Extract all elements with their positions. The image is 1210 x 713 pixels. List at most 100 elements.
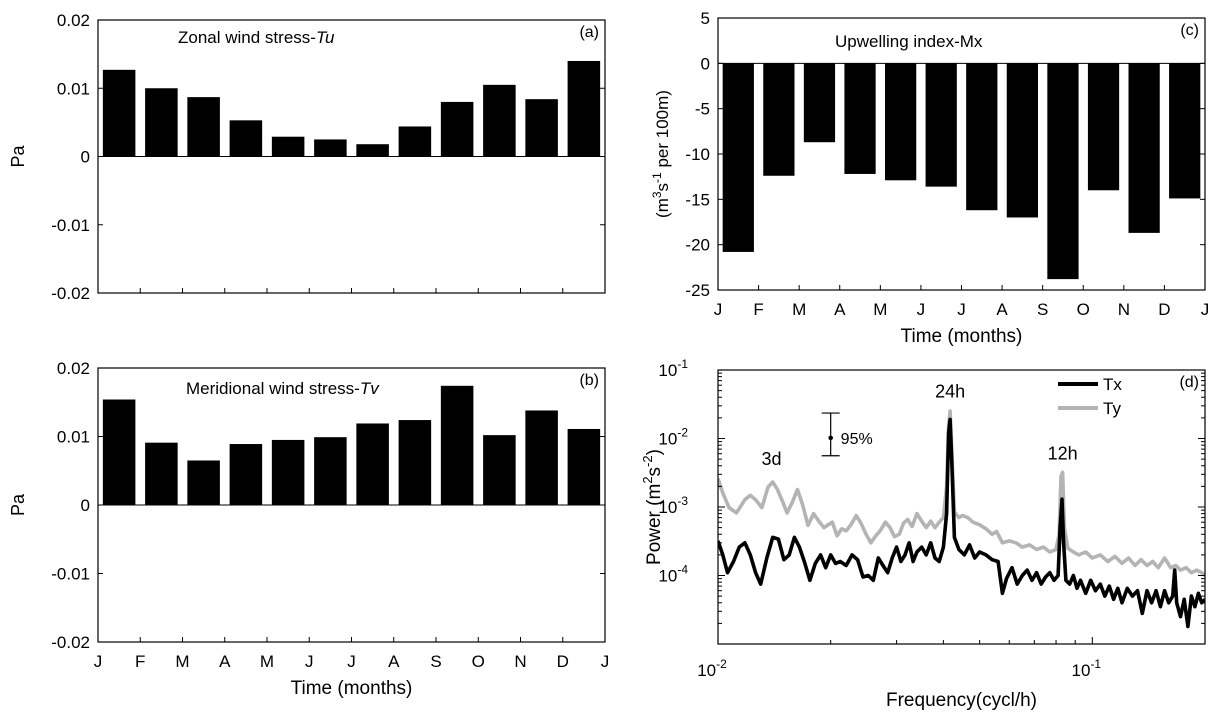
x-tick-label: A (834, 300, 846, 319)
x-tick-label: A (219, 652, 231, 671)
x-tick-label: J (1201, 300, 1210, 319)
panel-a: -0.02 -0.01 0 0.01 0.02 Zonal wind stress-Tu (… (8, 11, 606, 303)
bar-A (398, 420, 432, 505)
x-tick-label: J (917, 300, 926, 319)
y-label-part: s (653, 183, 672, 192)
x-tick-label: D (1158, 300, 1170, 319)
bar-J (925, 63, 957, 187)
panel-c: -25 -20 -15 -10 -5 0 5 J F M A M J J A S O N D J Upwelling i… (650, 9, 1209, 347)
x-tick-label: J (601, 652, 610, 671)
y-tick-label: 10-3 (658, 494, 688, 517)
y-tick-label: -0.01 (51, 216, 90, 235)
y-label-part: per 100m) (653, 90, 672, 172)
panel-tag: (c) (1180, 22, 1199, 39)
tick-base: 10 (658, 430, 677, 449)
tick-exp: -2 (716, 657, 727, 671)
tick-base: 10 (697, 661, 716, 680)
bar-D (567, 428, 601, 505)
confidence-label: 95% (841, 431, 873, 448)
y-tick-label: -5 (695, 100, 710, 119)
bar-S (440, 101, 474, 157)
y-label-part: Power (m (644, 484, 665, 565)
y-tick-label: 0 (701, 54, 710, 73)
bar-J (102, 69, 136, 157)
bar-M (271, 136, 305, 157)
x-tick-label: 10-2 (697, 657, 727, 680)
tick-base: 10 (1072, 661, 1091, 680)
panel-tag: (b) (579, 372, 599, 389)
y-axis-label: Pa (8, 145, 28, 168)
peak-annotation: 24h (935, 381, 965, 401)
y-tick-label: -0.02 (51, 284, 90, 303)
bar-N (525, 410, 558, 505)
peak-annotation: 12h (1048, 444, 1078, 464)
bar-J (356, 423, 389, 505)
tick-base: 10 (658, 567, 677, 586)
y-tick-label: -10 (685, 145, 710, 164)
tick-exp: -3 (677, 494, 688, 508)
bar-O (1087, 63, 1120, 191)
bar-J (314, 139, 347, 157)
bar-F (763, 63, 795, 176)
y-label-sup: -1 (650, 172, 664, 183)
y-tick-label: 10-2 (658, 426, 688, 449)
y-label-part: ) (644, 449, 665, 455)
bar-J (722, 63, 754, 252)
y-tick-label: -0.02 (51, 633, 90, 652)
y-tick-label: 0.01 (57, 428, 90, 447)
y-label-sup: 3 (650, 191, 664, 198)
x-tick-label: F (753, 300, 763, 319)
series-line-Tx (718, 417, 1205, 629)
legend: Tx Ty (1058, 375, 1122, 418)
bar-M (271, 439, 305, 505)
legend-label-Ty: Ty (1103, 399, 1121, 418)
bar-M (187, 97, 220, 157)
x-tick-label: D (557, 652, 569, 671)
y-tick-label: 0.02 (57, 11, 90, 30)
x-tick-label: N (514, 652, 526, 671)
x-tick-label: J (347, 652, 356, 671)
x-tick-label: F (135, 652, 145, 671)
y-axis-label: (m3s-1 per 100m) (650, 90, 672, 218)
y-tick-label: -20 (685, 236, 710, 255)
x-tick-label: O (472, 652, 485, 671)
tick-exp: -4 (677, 563, 688, 577)
x-tick-label: 10-1 (1072, 657, 1102, 680)
peak-annotation: 3d (762, 449, 782, 469)
bar-A (229, 444, 263, 505)
series-group (718, 409, 1205, 629)
bar-A (229, 120, 263, 157)
bar-D (1169, 63, 1201, 199)
panel-title: Zonal wind stress-Tu (178, 28, 335, 47)
panel-b: -0.02 -0.01 0 0.01 0.02 J F M A M J J A S O N D J Meridion… (8, 359, 609, 699)
y-label-sup: 2 (640, 476, 655, 483)
bar-F (145, 88, 178, 157)
x-tick-label: M (873, 300, 887, 319)
bar-N (525, 99, 558, 157)
y-tick-label: 10-4 (658, 563, 688, 586)
y-tick-label: 0 (81, 148, 90, 167)
y-label-part: (m (653, 198, 672, 218)
bar-J (102, 399, 136, 505)
panel-title-italic: Tv (360, 379, 380, 398)
panel-title: Meridional wind stress-Tv (186, 379, 380, 398)
bar-A (398, 126, 432, 157)
confidence-bar-dot (828, 435, 833, 441)
bar-J (966, 63, 998, 211)
x-axis-label: Time (months) (291, 678, 413, 699)
x-tick-label: S (1037, 300, 1048, 319)
tick-base: 10 (658, 361, 677, 380)
panel-tag: (d) (1179, 374, 1199, 391)
panel-d: 10-410-310-210-110-2 10-124h12h3d95%TxTy(… (640, 357, 1206, 711)
x-tick-label: J (714, 300, 723, 319)
y-tick-label: -15 (685, 190, 710, 209)
y-tick-label: 10-1 (658, 357, 688, 380)
x-tick-label: S (430, 652, 441, 671)
x-tick-label: M (260, 652, 274, 671)
bar-J (314, 437, 347, 505)
tick-exp: -1 (1090, 657, 1101, 671)
y-axis-label: Power (m2s-2) (640, 449, 665, 565)
y-axis-label: Pa (8, 493, 28, 516)
bar-F (145, 442, 178, 505)
x-tick-label: M (792, 300, 806, 319)
